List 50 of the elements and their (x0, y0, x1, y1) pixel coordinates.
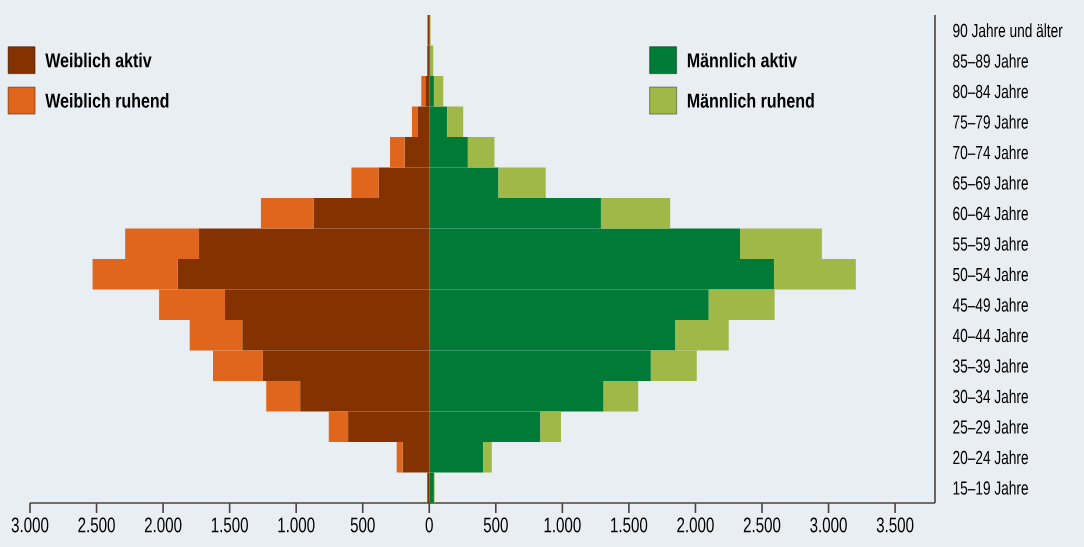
bar (351, 167, 379, 198)
y-tick-label: 15–19 Jahre (953, 480, 1028, 495)
x-tick-label: 3.500 (876, 517, 914, 533)
x-tick-label: 0 (425, 517, 433, 533)
bar (433, 76, 444, 107)
x-tick-label: 2.000 (677, 517, 714, 533)
x-tick-label: 1.000 (544, 517, 581, 533)
bar (498, 167, 546, 198)
bar (447, 106, 464, 137)
y-tick-label: 70–74 Jahre (953, 145, 1028, 160)
x-tick-label: 1.500 (611, 517, 648, 533)
y-tick-label: 50–54 Jahre (953, 267, 1028, 282)
legend-label: Männlich aktiv (687, 52, 797, 68)
x-tick-label: 1.000 (278, 517, 315, 533)
y-tick-label: 40–44 Jahre (952, 328, 1028, 343)
legend-label: Männlich ruhend (687, 93, 814, 108)
y-tick-label: 60–64 Jahre (953, 206, 1028, 221)
bar (411, 106, 418, 137)
x-tick-label: 3.000 (810, 517, 847, 533)
bar (421, 76, 426, 107)
y-tick-label: 25–29 Jahre (953, 419, 1028, 434)
y-tick-label: 55–59 Jahre (953, 236, 1028, 251)
y-tick-label: 85–89 Jahre (953, 53, 1028, 68)
bar (467, 137, 495, 168)
y-tick-label: 75–79 Jahre (953, 114, 1028, 129)
bar (328, 411, 349, 442)
y-tick-label: 65–69 Jahre (953, 175, 1028, 190)
bar (396, 442, 403, 473)
x-tick-label: 2.000 (144, 517, 182, 533)
bar (540, 411, 562, 442)
bar (390, 137, 405, 168)
bar (260, 198, 314, 229)
y-tick-label: 90 Jahre und älter (953, 23, 1063, 38)
legend-label: Weiblich ruhend (45, 93, 169, 108)
y-tick-label: 20–24 Jahre (953, 450, 1028, 465)
x-tick-label: 500 (483, 517, 508, 533)
y-tick-label: 30–34 Jahre (953, 389, 1028, 404)
x-tick-label: 2.500 (78, 517, 115, 533)
bar (266, 381, 301, 412)
bar (600, 198, 671, 229)
y-tick-label: 80–84 Jahre (953, 84, 1028, 99)
bar (483, 442, 492, 473)
x-tick-label: 3.000 (11, 517, 49, 533)
x-tick-label: 500 (350, 517, 375, 533)
legend-label: Weiblich aktiv (45, 52, 152, 68)
x-tick-label: 2.500 (743, 517, 781, 533)
y-tick-label: 45–49 Jahre (952, 297, 1028, 312)
bar (603, 381, 639, 412)
x-tick-label: 1.500 (211, 517, 248, 533)
y-tick-label: 35–39 Jahre (953, 358, 1028, 373)
